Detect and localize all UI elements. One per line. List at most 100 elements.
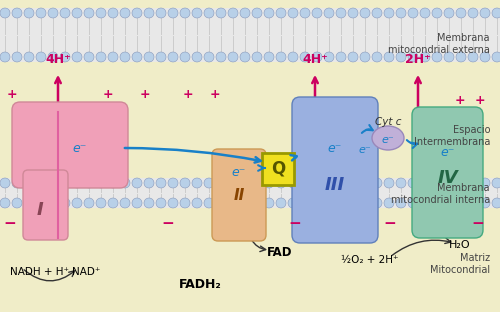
Text: III: III xyxy=(325,176,345,194)
Circle shape xyxy=(24,178,34,188)
Circle shape xyxy=(180,198,190,208)
Circle shape xyxy=(240,198,250,208)
Circle shape xyxy=(204,8,214,18)
Text: Espacio: Espacio xyxy=(452,125,490,135)
Circle shape xyxy=(444,198,454,208)
FancyBboxPatch shape xyxy=(262,153,294,185)
Circle shape xyxy=(84,178,94,188)
Text: e⁻: e⁻ xyxy=(328,142,342,154)
Circle shape xyxy=(72,8,82,18)
Circle shape xyxy=(180,8,190,18)
Text: e⁻: e⁻ xyxy=(232,165,246,178)
Circle shape xyxy=(396,8,406,18)
Circle shape xyxy=(300,52,310,62)
Circle shape xyxy=(468,198,478,208)
Circle shape xyxy=(204,178,214,188)
Circle shape xyxy=(132,178,142,188)
Text: e⁻: e⁻ xyxy=(73,142,87,154)
Circle shape xyxy=(252,198,262,208)
Text: Matriz: Matriz xyxy=(460,253,490,263)
Text: −: − xyxy=(472,216,484,231)
Circle shape xyxy=(156,198,166,208)
Circle shape xyxy=(72,52,82,62)
Text: NAD⁺: NAD⁺ xyxy=(72,267,101,277)
Circle shape xyxy=(372,198,382,208)
Circle shape xyxy=(12,178,22,188)
Circle shape xyxy=(12,52,22,62)
Circle shape xyxy=(216,198,226,208)
Circle shape xyxy=(132,52,142,62)
Circle shape xyxy=(192,178,202,188)
Circle shape xyxy=(180,52,190,62)
FancyBboxPatch shape xyxy=(292,97,378,243)
Text: +: + xyxy=(102,89,114,101)
Circle shape xyxy=(0,178,10,188)
Circle shape xyxy=(84,198,94,208)
Circle shape xyxy=(252,178,262,188)
Circle shape xyxy=(456,178,466,188)
Text: II: II xyxy=(234,188,244,202)
Text: −: − xyxy=(162,216,174,231)
Circle shape xyxy=(492,178,500,188)
Circle shape xyxy=(264,8,274,18)
Circle shape xyxy=(348,8,358,18)
Circle shape xyxy=(372,178,382,188)
Circle shape xyxy=(48,178,58,188)
Circle shape xyxy=(24,52,34,62)
Circle shape xyxy=(264,178,274,188)
Circle shape xyxy=(300,8,310,18)
Circle shape xyxy=(192,8,202,18)
Circle shape xyxy=(360,8,370,18)
Circle shape xyxy=(300,178,310,188)
Circle shape xyxy=(360,178,370,188)
Circle shape xyxy=(108,198,118,208)
Circle shape xyxy=(72,178,82,188)
Circle shape xyxy=(228,178,238,188)
Text: Membrana: Membrana xyxy=(438,33,490,43)
Circle shape xyxy=(420,52,430,62)
Circle shape xyxy=(108,178,118,188)
Circle shape xyxy=(168,52,178,62)
Circle shape xyxy=(396,198,406,208)
Text: Intermembrana: Intermembrana xyxy=(414,137,490,147)
Circle shape xyxy=(336,8,346,18)
Circle shape xyxy=(0,52,10,62)
Circle shape xyxy=(96,8,106,18)
Circle shape xyxy=(144,52,154,62)
Circle shape xyxy=(432,8,442,18)
Circle shape xyxy=(84,8,94,18)
Circle shape xyxy=(384,178,394,188)
Circle shape xyxy=(468,178,478,188)
Circle shape xyxy=(228,8,238,18)
Circle shape xyxy=(192,198,202,208)
Circle shape xyxy=(216,178,226,188)
Circle shape xyxy=(48,8,58,18)
Circle shape xyxy=(96,198,106,208)
Circle shape xyxy=(24,8,34,18)
Circle shape xyxy=(84,52,94,62)
Circle shape xyxy=(60,8,70,18)
Circle shape xyxy=(324,52,334,62)
Circle shape xyxy=(240,8,250,18)
Circle shape xyxy=(252,8,262,18)
Text: Mitocondrial: Mitocondrial xyxy=(430,265,490,275)
Text: I: I xyxy=(36,201,44,219)
Circle shape xyxy=(72,198,82,208)
Circle shape xyxy=(408,52,418,62)
Circle shape xyxy=(216,8,226,18)
Circle shape xyxy=(324,178,334,188)
Circle shape xyxy=(336,198,346,208)
Circle shape xyxy=(420,178,430,188)
Text: +: + xyxy=(6,89,18,101)
Circle shape xyxy=(264,52,274,62)
Circle shape xyxy=(288,178,298,188)
Circle shape xyxy=(288,198,298,208)
Circle shape xyxy=(120,178,130,188)
Circle shape xyxy=(396,52,406,62)
Text: mitocondrial interna: mitocondrial interna xyxy=(391,195,490,205)
Text: −: − xyxy=(288,216,302,231)
Text: NADH + H⁺: NADH + H⁺ xyxy=(10,267,69,277)
Circle shape xyxy=(156,52,166,62)
Text: mitocondrial externa: mitocondrial externa xyxy=(388,45,490,55)
Circle shape xyxy=(432,52,442,62)
